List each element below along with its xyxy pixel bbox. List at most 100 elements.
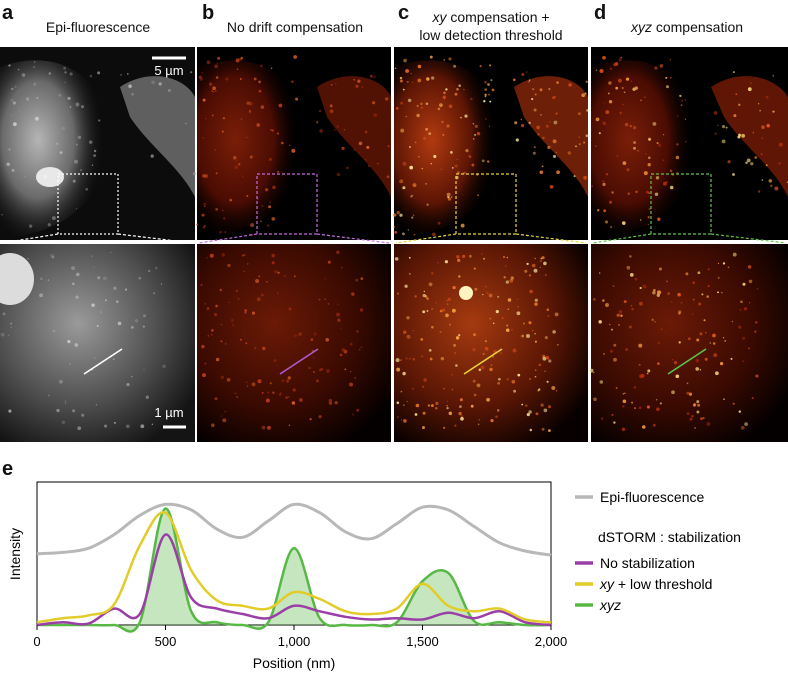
speckle — [511, 328, 513, 331]
speckle — [373, 113, 378, 118]
speckle — [221, 253, 225, 257]
speckle — [212, 91, 214, 93]
speckle — [214, 64, 219, 69]
speckle — [505, 280, 510, 284]
speckle — [443, 91, 446, 95]
speckle — [239, 338, 242, 341]
speckle — [291, 80, 294, 83]
speckle — [368, 165, 370, 167]
speckle — [621, 221, 626, 225]
speckle — [666, 85, 669, 89]
speckle — [404, 284, 408, 288]
speckle — [241, 254, 245, 257]
speckle — [526, 334, 530, 338]
speckle — [359, 308, 364, 312]
speckle — [113, 358, 115, 360]
speckle — [125, 424, 130, 429]
speckle — [676, 114, 679, 117]
speckle — [686, 391, 690, 395]
speckle — [89, 74, 93, 78]
speckle — [474, 287, 478, 291]
speckle — [473, 393, 477, 397]
speckle — [462, 254, 466, 258]
speckle — [14, 85, 17, 88]
speckle — [500, 352, 503, 355]
speckle — [8, 64, 11, 67]
speckle — [356, 408, 360, 412]
speckle — [325, 337, 330, 342]
speckle — [402, 161, 407, 166]
speckle — [548, 359, 552, 363]
speckle — [422, 310, 426, 314]
speckle — [350, 371, 352, 373]
x-axis-label: Position (nm) — [253, 655, 335, 671]
speckle — [366, 145, 370, 149]
speckle — [656, 142, 659, 145]
speckle — [640, 219, 642, 221]
speckle — [131, 92, 134, 96]
speckle — [417, 64, 422, 69]
speckle — [412, 183, 417, 188]
speckle — [414, 141, 417, 144]
speckle — [7, 334, 10, 337]
speckle — [272, 391, 275, 394]
speckle — [80, 169, 82, 171]
speckle — [489, 317, 492, 320]
speckle — [484, 93, 487, 97]
speckle — [77, 426, 82, 431]
speckle — [199, 77, 203, 81]
speckle — [552, 154, 557, 158]
speckle — [502, 255, 506, 259]
speckle — [75, 295, 79, 299]
speckle — [422, 426, 425, 430]
speckle — [445, 313, 449, 318]
speckle — [318, 109, 322, 113]
speckle — [229, 198, 232, 202]
panel-title-b: No drift compensation — [226, 19, 364, 35]
speckle — [458, 334, 461, 337]
speckle — [443, 388, 445, 390]
speckle — [209, 253, 214, 258]
speckle — [90, 255, 93, 258]
speckle — [47, 223, 51, 227]
speckle — [243, 254, 246, 257]
speckle — [71, 409, 76, 413]
speckle — [471, 163, 475, 167]
speckle — [0, 332, 5, 337]
speckle — [233, 156, 237, 160]
speckle — [481, 253, 483, 255]
speckle — [654, 321, 656, 323]
speckle — [642, 284, 647, 289]
speckle — [277, 170, 280, 173]
speckle — [400, 419, 403, 421]
speckle — [456, 171, 460, 175]
speckle — [431, 325, 434, 329]
speckle — [202, 98, 206, 102]
speckle — [50, 137, 52, 140]
speckle — [732, 252, 737, 257]
speckle — [365, 158, 367, 161]
speckle — [410, 72, 412, 75]
speckle — [196, 223, 199, 226]
speckle — [405, 115, 407, 118]
speckle — [744, 422, 748, 426]
speckle — [623, 300, 627, 304]
speckle — [750, 82, 752, 84]
speckle — [423, 378, 427, 382]
legend-label-xy: xy + low threshold — [599, 576, 712, 592]
speckle — [430, 162, 433, 165]
speckle — [619, 111, 622, 115]
speckle — [385, 97, 389, 101]
speckle — [544, 336, 548, 340]
speckle — [548, 405, 551, 409]
speckle — [215, 172, 218, 175]
speckle — [624, 392, 626, 394]
speckle — [245, 381, 248, 384]
speckle — [761, 179, 764, 181]
speckle — [50, 253, 55, 258]
speckle — [474, 133, 477, 136]
speckle — [63, 66, 67, 70]
speckle — [520, 118, 523, 121]
speckle — [230, 318, 234, 322]
speckle — [69, 106, 72, 108]
